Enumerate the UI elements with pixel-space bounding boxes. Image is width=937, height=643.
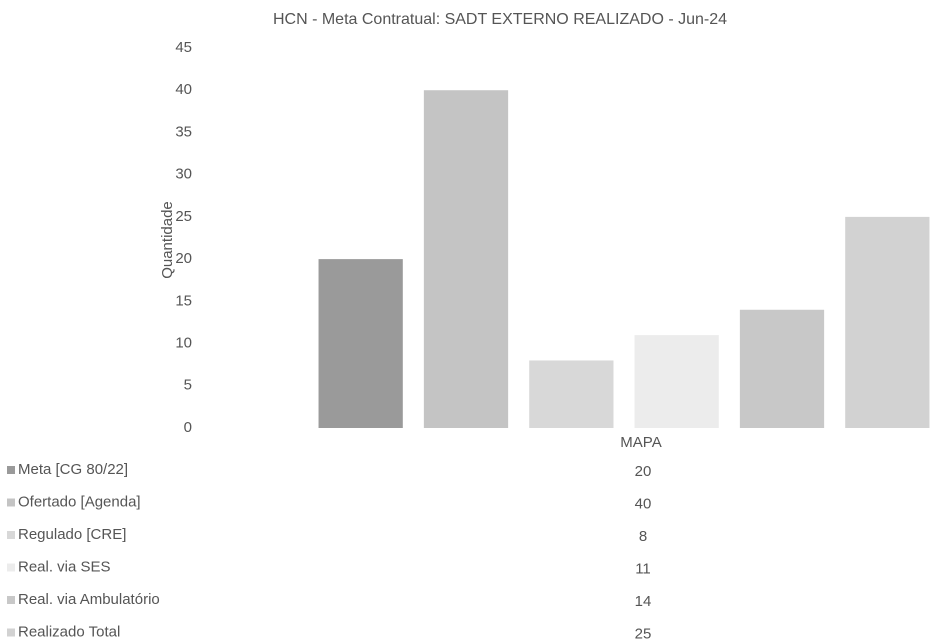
legend-label: Real. via Ambulatório [18, 591, 160, 608]
legend-label: Ofertado [Agenda] [18, 493, 141, 510]
y-tick-label: 0 [184, 419, 192, 436]
y-tick-label: 5 [184, 377, 192, 394]
table-value: 14 [635, 593, 652, 610]
table-value: 11 [635, 560, 651, 577]
table-value: 25 [635, 625, 652, 642]
legend-swatch [7, 563, 15, 572]
bar [845, 216, 930, 428]
legend-swatch [7, 498, 15, 507]
chart-title: HCN - Meta Contratual: SADT EXTERNO REAL… [273, 11, 727, 28]
table-value: 8 [639, 528, 647, 545]
table-value: 20 [635, 463, 652, 480]
y-tick-label: 35 [175, 123, 192, 140]
legend-label: Real. via SES [18, 558, 111, 575]
legend-swatch [7, 628, 15, 637]
legend-label: Realizado Total [18, 623, 120, 640]
y-tick-label: 30 [175, 166, 192, 183]
y-tick-label: 40 [175, 81, 192, 98]
y-tick-label: 20 [175, 250, 192, 267]
bar [318, 259, 403, 428]
bar [739, 309, 825, 428]
x-tick-label: MAPA [620, 434, 661, 451]
bar [634, 335, 719, 428]
bar [423, 90, 509, 428]
y-tick-label: 15 [175, 292, 192, 309]
legend-swatch [7, 596, 15, 604]
table-value: 40 [635, 495, 652, 512]
bar [529, 360, 614, 428]
legend-label: Meta [CG 80/22] [18, 461, 128, 478]
y-axis-label: Quantidade [159, 201, 176, 279]
y-tick-label: 45 [175, 39, 192, 56]
y-tick-label: 25 [175, 208, 192, 225]
legend-swatch [7, 466, 15, 474]
legend-label: Regulado [CRE] [18, 526, 126, 543]
y-tick-label: 10 [175, 335, 192, 352]
legend-swatch [7, 531, 15, 539]
